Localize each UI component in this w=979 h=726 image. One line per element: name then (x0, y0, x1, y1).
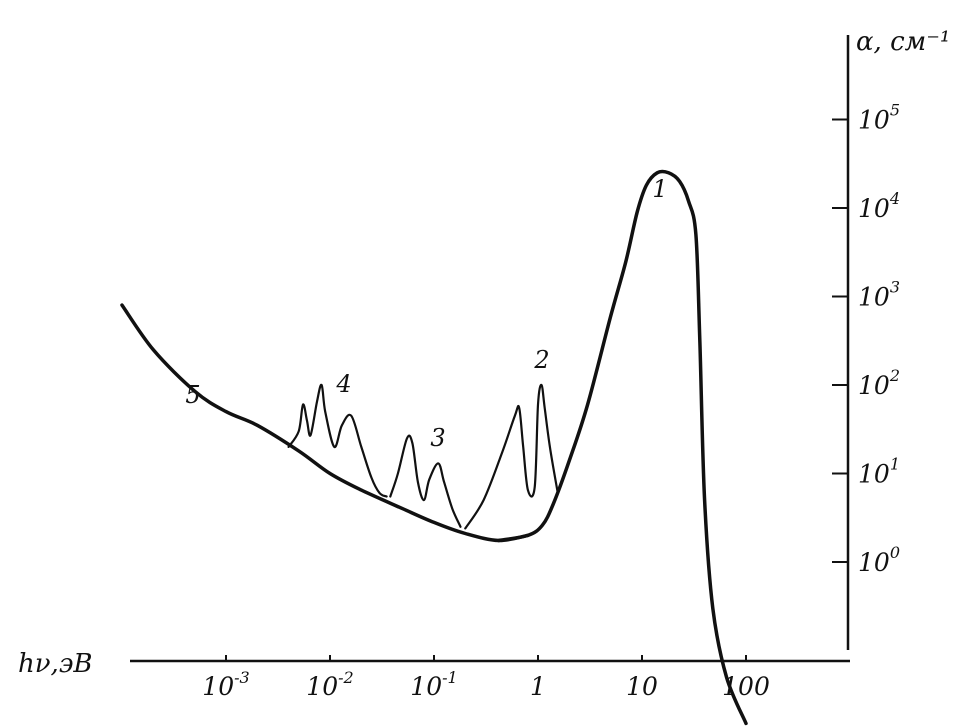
x-tick-label: 10 (626, 672, 658, 701)
x-tick-label: 10-1 (410, 668, 457, 701)
series-3-line (389, 434, 462, 528)
y-ticks: 100 101 102 103 104 105 (832, 101, 900, 577)
series-1-line (497, 169, 748, 726)
y-axis-label: α, см⁻¹ (856, 27, 950, 57)
x-axis-label: hν,эВ (18, 649, 92, 679)
x-tick-label: 10-2 (306, 668, 353, 701)
x-tick-label: 10-3 (202, 668, 249, 701)
series-5-label: 5 (185, 381, 200, 409)
y-tick-label: 101 (858, 455, 900, 489)
series-2-label: 2 (533, 346, 549, 374)
series-labels: 1 2 3 4 5 (185, 175, 667, 452)
series-2-line (464, 383, 559, 530)
x-tick-label: 1 (530, 672, 546, 701)
x-ticks: 10-3 10-2 10-1 1 10 100 (202, 655, 770, 701)
series-1-label: 1 (652, 175, 667, 203)
series-group (120, 169, 748, 726)
y-tick-label: 102 (858, 366, 900, 400)
series-4-line (287, 383, 388, 498)
y-tick-label: 103 (858, 278, 900, 312)
y-tick-label: 104 (858, 189, 900, 223)
series-5-line (120, 303, 530, 543)
series-3-label: 3 (430, 424, 445, 452)
y-tick-label: 100 (858, 543, 900, 577)
series-4-label: 4 (335, 370, 351, 398)
y-tick-label: 105 (858, 101, 900, 135)
